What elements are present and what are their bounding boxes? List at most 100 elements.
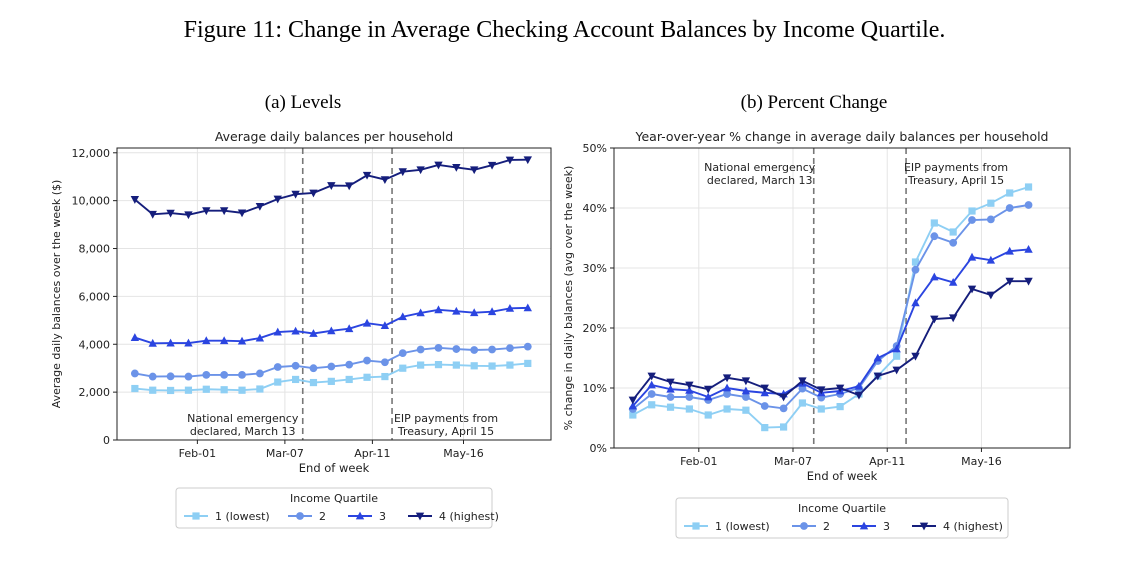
panel-a-data-point bbox=[184, 338, 193, 347]
panel-a-data-point bbox=[487, 307, 497, 316]
panel-b-data-point bbox=[836, 403, 844, 411]
panel-a-data-point bbox=[362, 318, 372, 327]
panel-a-y-axis-label: Average daily balances over the week ($) bbox=[50, 180, 63, 409]
panel-b-data-point bbox=[1024, 201, 1033, 209]
panel-a-data-point bbox=[166, 338, 175, 347]
panel-a-ytick-label: 2,000 bbox=[79, 386, 111, 399]
panel-a-data-point bbox=[452, 306, 461, 315]
panel-b-data-point bbox=[798, 377, 807, 386]
panel-a-data-point bbox=[202, 385, 210, 393]
panel-a-data-point bbox=[452, 361, 460, 369]
panel-a-data-point bbox=[309, 364, 318, 373]
panel-b-data-point bbox=[1005, 204, 1014, 212]
panel-b-data-point bbox=[986, 215, 995, 224]
panel-a-annotation: Treasury, April 15 bbox=[397, 425, 494, 438]
panel-a-data-point bbox=[273, 327, 282, 336]
panel-b-data-point bbox=[798, 384, 807, 393]
panel-a-data-point bbox=[292, 375, 300, 384]
panel-a-data-point bbox=[220, 386, 228, 394]
panel-b-data-point bbox=[685, 381, 694, 390]
panel-a-chart: 0 2,000 4,000 6,000 8,000 10,000 12,000 Feb-01 M… bbox=[50, 129, 552, 529]
panel-a-data-point bbox=[255, 203, 265, 211]
panel-a-data-point bbox=[523, 303, 532, 312]
panel-a-data-point bbox=[470, 308, 479, 317]
panel-a-data-point bbox=[131, 384, 139, 393]
panel-b-data-point bbox=[930, 272, 939, 281]
panel-b-x-axis-label: End of week bbox=[807, 469, 878, 483]
panel-a-data-point bbox=[291, 190, 300, 199]
panel-a-data-point bbox=[327, 377, 335, 385]
panel-a-legend-marker bbox=[296, 512, 304, 520]
panel-b-data-point bbox=[685, 393, 694, 401]
panel-a-data-point bbox=[166, 209, 175, 218]
panel-b-data-point bbox=[1005, 277, 1014, 286]
panel-b-data-point bbox=[704, 385, 713, 394]
panel-a-annotation: declared, March 13 bbox=[190, 425, 296, 438]
panel-b-data-point bbox=[892, 366, 901, 375]
panel-a-data-point bbox=[380, 176, 390, 184]
panel-b-data-point bbox=[835, 384, 845, 393]
panel-b-data-point bbox=[949, 238, 958, 247]
panel-b-data-point bbox=[722, 383, 732, 392]
panel-b-data-point bbox=[911, 265, 920, 274]
panel-a-data-point bbox=[434, 161, 443, 170]
panel-b-data-point bbox=[948, 314, 958, 323]
panel-a-data-point bbox=[219, 336, 229, 345]
panel-a-data-point bbox=[202, 370, 211, 379]
panel-b-data-point bbox=[666, 384, 675, 393]
panel-b-legend-label: 2 bbox=[823, 520, 830, 533]
panel-a-data-point bbox=[184, 372, 193, 381]
panel-a-data-point bbox=[434, 305, 443, 314]
panel-a-data-point bbox=[149, 386, 157, 394]
panel-b-data-point bbox=[1024, 183, 1033, 191]
panel-a-data-point bbox=[398, 349, 407, 358]
panel-a-x-axis-label: End of week bbox=[299, 461, 370, 475]
panel-b-data-point bbox=[893, 352, 901, 360]
panel-a-data-point bbox=[219, 207, 229, 216]
panel-a-data-point bbox=[524, 359, 532, 368]
panel-b-legend-marker bbox=[919, 522, 929, 531]
panel-b-chart-title: Year-over-year % change in average daily… bbox=[635, 129, 1049, 144]
panel-b-legend: Income Quartile 1 (lowest) 2 3 4 (highest) bbox=[675, 497, 1009, 539]
panel-b-annotation: National emergency bbox=[704, 161, 816, 174]
panel-b-legend-label: 4 (highest) bbox=[943, 520, 1003, 533]
figure-title: Figure 11: Change in Average Checking Ac… bbox=[183, 17, 946, 43]
panel-a-data-point bbox=[398, 312, 407, 321]
panel-b-legend-title: Income Quartile bbox=[798, 502, 886, 515]
panel-a-data-point bbox=[237, 209, 247, 218]
panel-b-data-point bbox=[685, 405, 693, 413]
panel-a-data-point bbox=[523, 342, 532, 351]
panel-a-data-point bbox=[416, 345, 425, 354]
panel-b-data-point bbox=[761, 424, 769, 432]
panel-a-legend-marker bbox=[415, 512, 425, 521]
panel-a-data-point bbox=[381, 372, 389, 381]
panel-a-data-point bbox=[416, 166, 425, 175]
panel-b-data-point bbox=[968, 216, 976, 224]
panel-a-data-point bbox=[399, 364, 407, 372]
panel-a-data-point bbox=[470, 362, 478, 370]
panel-a-data-point bbox=[238, 386, 246, 394]
panel-b-data-point bbox=[685, 386, 694, 394]
panel-b-data-point bbox=[873, 353, 883, 362]
panel-b-data-point bbox=[854, 391, 864, 400]
panel-a-data-point bbox=[344, 324, 354, 333]
panel-a-data-point bbox=[255, 333, 265, 342]
panel-a-data-point bbox=[291, 361, 300, 370]
panel-b-data-point bbox=[967, 252, 977, 261]
panel-a-chart-title: Average daily balances per household bbox=[215, 129, 453, 144]
panel-b-legend-marker bbox=[800, 522, 808, 530]
panel-b-ytick-label: 0% bbox=[590, 442, 607, 455]
panel-b-series-line bbox=[632, 186, 1029, 429]
panel-b-data-point bbox=[986, 255, 996, 264]
panel-b-series-line bbox=[632, 248, 1029, 407]
panel-b-data-point bbox=[854, 381, 864, 390]
panel-b-data-point bbox=[930, 315, 939, 324]
panel-a-data-point bbox=[488, 362, 496, 370]
panel-a-data-point bbox=[417, 361, 425, 369]
panel-b-data-point bbox=[779, 423, 788, 431]
panel-a-plot-frame bbox=[116, 147, 552, 441]
panel-a-ytick-label: 4,000 bbox=[79, 338, 111, 351]
panel-a-data-point bbox=[470, 166, 479, 175]
panel-a-data-point bbox=[452, 345, 461, 353]
panel-a-data-point bbox=[273, 363, 282, 371]
